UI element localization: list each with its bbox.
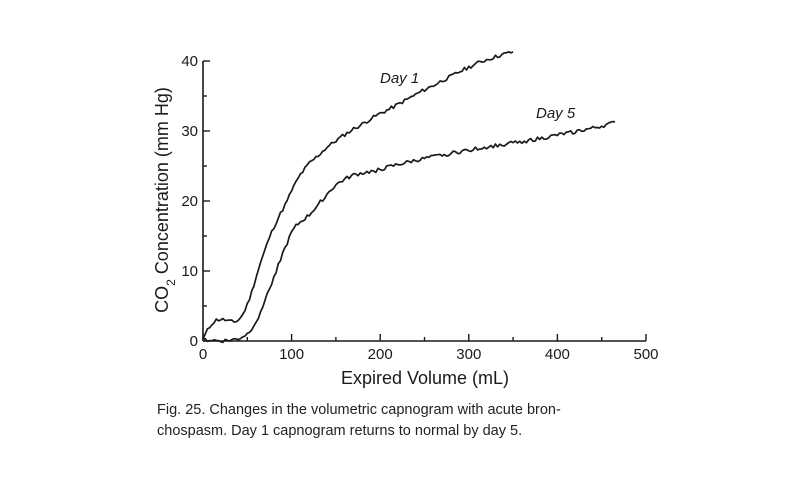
x-tick-label: 0 [199, 346, 207, 363]
y-tick-label: 20 [181, 193, 198, 210]
figure-caption: Fig. 25. Changes in the volumetric capno… [157, 400, 677, 442]
y-tick-label: 40 [181, 53, 198, 70]
y-tick-label: 0 [190, 333, 198, 350]
x-tick-label: 300 [456, 346, 481, 363]
y-axis-title-rest: Concentration (mm Hg) [152, 87, 172, 279]
x-tick-label: 100 [279, 346, 304, 363]
caption-line-2: chospasm. Day 1 capnogram returns to nor… [157, 423, 523, 439]
x-tick-label: 500 [633, 346, 658, 363]
y-axis-title-co: CO [152, 286, 172, 313]
series-label-day-5: Day 5 [536, 105, 576, 122]
y-tick-label: 10 [181, 263, 198, 280]
y-axis-title-subscript: 2 [164, 279, 178, 286]
x-tick-label: 400 [545, 346, 570, 363]
series-line-day-1 [202, 50, 514, 340]
x-axis-title: Expired Volume (mL) [341, 368, 509, 388]
series-label-day-1: Day 1 [380, 70, 419, 87]
caption-line-1: Fig. 25. Changes in the volumetric capno… [157, 402, 561, 418]
y-axis-title: CO2 Concentration (mm Hg) [152, 87, 178, 313]
x-tick-label: 200 [368, 346, 393, 363]
y-tick-label: 30 [181, 123, 198, 140]
series-marks [202, 50, 616, 344]
series-line-day-5 [202, 120, 616, 344]
